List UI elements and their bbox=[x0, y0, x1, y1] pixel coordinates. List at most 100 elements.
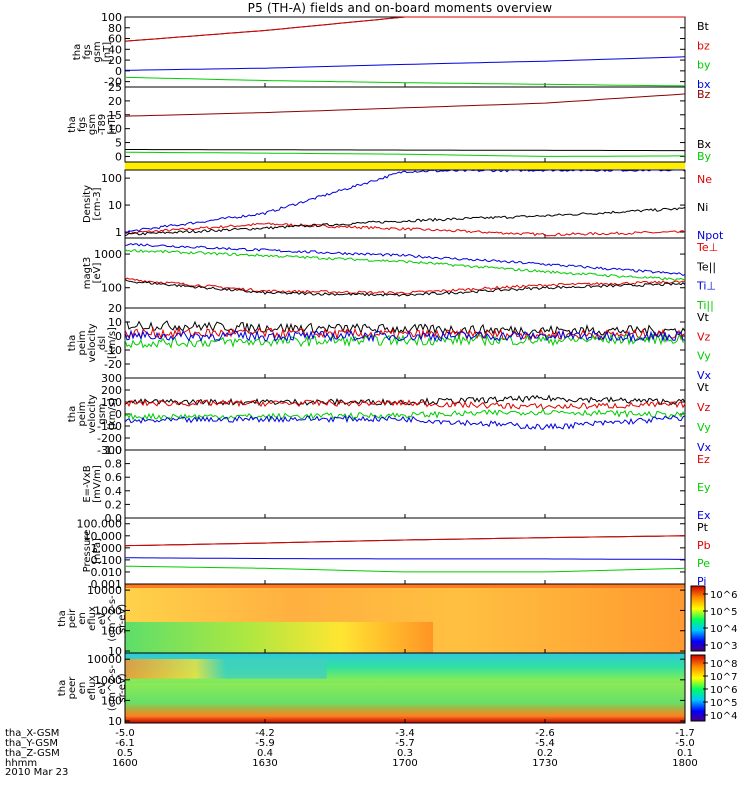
ytick-label: 10000 bbox=[87, 584, 122, 597]
ylabel-line: tha bbox=[57, 610, 68, 626]
ylabel-line: Pressure bbox=[82, 530, 93, 573]
ylabel-line: [mV/m] bbox=[92, 465, 103, 503]
ylabel-line: E=-VxB bbox=[82, 465, 93, 502]
ylabel-line: tha bbox=[67, 406, 78, 422]
orbit-row-label: tha_Z-GSM bbox=[5, 748, 60, 759]
ytick-label: 0 bbox=[115, 150, 122, 163]
ytick-label: 100 bbox=[101, 694, 122, 707]
orbit-row-value: 1730 bbox=[532, 758, 558, 769]
ylabel-line: [eV] bbox=[92, 263, 103, 284]
ytick-label: 100.000 bbox=[77, 518, 123, 531]
series-Bt bbox=[124, 16, 685, 42]
ytick-label: 0.8 bbox=[105, 458, 123, 471]
legend-Ex: Ex bbox=[697, 509, 711, 522]
orbit-row-value: 0.4 bbox=[257, 748, 273, 759]
orbit-row-value: 0.5 bbox=[117, 748, 133, 759]
ytick-label: 25 bbox=[108, 81, 122, 94]
orbit-row-value: -5.0 bbox=[675, 738, 695, 749]
orbit-row-value: -2.6 bbox=[535, 728, 555, 739]
legend-Pe: Pe bbox=[697, 557, 710, 570]
colorbar-label: 10^4 bbox=[710, 624, 737, 635]
orbit-row-value: -5.4 bbox=[535, 738, 555, 749]
panel-temp: 1000 100 magt3 [eV] Te⊥ Te|| Ti⊥ Ti|| bbox=[82, 237, 718, 312]
date-label: 2010 Mar 23 bbox=[5, 767, 69, 778]
ytick-label: 0.2 bbox=[105, 498, 123, 511]
ylabel-line: peim bbox=[77, 330, 88, 355]
series-Vy bbox=[124, 333, 686, 349]
series-by bbox=[124, 76, 686, 87]
panel-frame bbox=[124, 307, 686, 379]
ytick-label: 1.000 bbox=[91, 542, 123, 555]
ytick-label: 100 bbox=[101, 11, 122, 24]
colorbar-label: 10^6 bbox=[710, 590, 737, 601]
ytick-label: 100 bbox=[101, 625, 122, 638]
ylabel-line: tha bbox=[57, 680, 68, 696]
series-bz bbox=[124, 16, 685, 42]
ytick-label: 0 bbox=[115, 65, 122, 78]
ytick-label: -100 bbox=[97, 420, 122, 433]
orbit-row-label: hhmm bbox=[5, 758, 38, 769]
ylabel-line: fgs bbox=[82, 44, 93, 59]
series-Vx bbox=[124, 414, 686, 430]
orbit-row-value: -6.1 bbox=[115, 738, 135, 749]
ylabel-line: eflux bbox=[87, 606, 98, 631]
ytick-label: 10 bbox=[108, 645, 122, 658]
orbit-row-value: 0.2 bbox=[537, 748, 553, 759]
legend-Bx: Bx bbox=[697, 138, 712, 151]
ytick-label: -20 bbox=[104, 358, 122, 371]
orbit-row-value: -5.7 bbox=[395, 738, 415, 749]
ylabel-line: [cm-3] bbox=[92, 187, 103, 220]
legend-Vz: Vz bbox=[697, 330, 711, 343]
ytick-label: 1 bbox=[115, 226, 122, 239]
orbit-row-value: 1700 bbox=[392, 758, 418, 769]
ytick-label: 300 bbox=[101, 372, 122, 385]
series-Vx bbox=[124, 329, 686, 343]
ytick-label: 0 bbox=[115, 330, 122, 343]
ytick-label: 200 bbox=[101, 384, 122, 397]
legend-Vx: Vx bbox=[697, 369, 712, 382]
ytick-label: 0.010 bbox=[91, 566, 123, 579]
ylabel-line: peer bbox=[67, 676, 78, 700]
legend-by: by bbox=[697, 59, 711, 72]
legend-Vy: Vy bbox=[697, 421, 711, 434]
ytick-label: 10 bbox=[108, 715, 122, 728]
legend-Bt: Bt bbox=[697, 20, 710, 33]
colorbar-label: 10^3 bbox=[710, 641, 737, 652]
ytick-label: 5 bbox=[115, 137, 122, 150]
legend-Ey: Ey bbox=[697, 481, 711, 494]
colorbar-label: 10^5 bbox=[710, 607, 737, 618]
orbit-row-value: -5.9 bbox=[255, 738, 275, 749]
series-Ni bbox=[124, 206, 686, 237]
ytick-label: -20 bbox=[104, 76, 122, 89]
ylabel-line: eV bbox=[97, 681, 108, 694]
legend-Npot: Npot bbox=[697, 229, 724, 242]
ylabel-line: en bbox=[77, 682, 88, 695]
series-Vy bbox=[124, 408, 686, 421]
ytick-label: 100 bbox=[101, 282, 122, 295]
orbit-row-value: 1800 bbox=[672, 758, 698, 769]
ylabel-line: magt3 bbox=[82, 257, 93, 290]
ylabel-line: [km/s] bbox=[107, 398, 118, 430]
series-Vt bbox=[124, 320, 686, 337]
orbit-row-value: 0.1 bbox=[677, 748, 693, 759]
series-Pi bbox=[125, 557, 685, 560]
ytick-label: 0.001 bbox=[91, 578, 123, 591]
series-Pe bbox=[124, 565, 686, 573]
series-Vz bbox=[124, 398, 686, 411]
ytick-label: 60 bbox=[108, 33, 122, 46]
ylabel-line: Density bbox=[82, 185, 93, 223]
series-Te|| bbox=[124, 279, 686, 297]
legend-Vt: Vt bbox=[697, 311, 710, 324]
orbit-row-value: 1630 bbox=[252, 758, 278, 769]
ytick-label: 1000 bbox=[94, 674, 122, 687]
ytick-label: 10 bbox=[108, 199, 122, 212]
ylabel-line: velocity bbox=[87, 394, 98, 433]
legend-Ez: Ez bbox=[697, 453, 710, 466]
series-Ne bbox=[124, 222, 686, 237]
legend-Ti⊥: Ti⊥ bbox=[696, 280, 716, 293]
quality-flag-bar bbox=[125, 162, 685, 170]
legend-By: By bbox=[697, 150, 712, 163]
ylabel-line: gsm bbox=[87, 114, 98, 135]
ylabel-line: tha bbox=[72, 44, 83, 60]
legend-Pb: Pb bbox=[697, 539, 711, 552]
